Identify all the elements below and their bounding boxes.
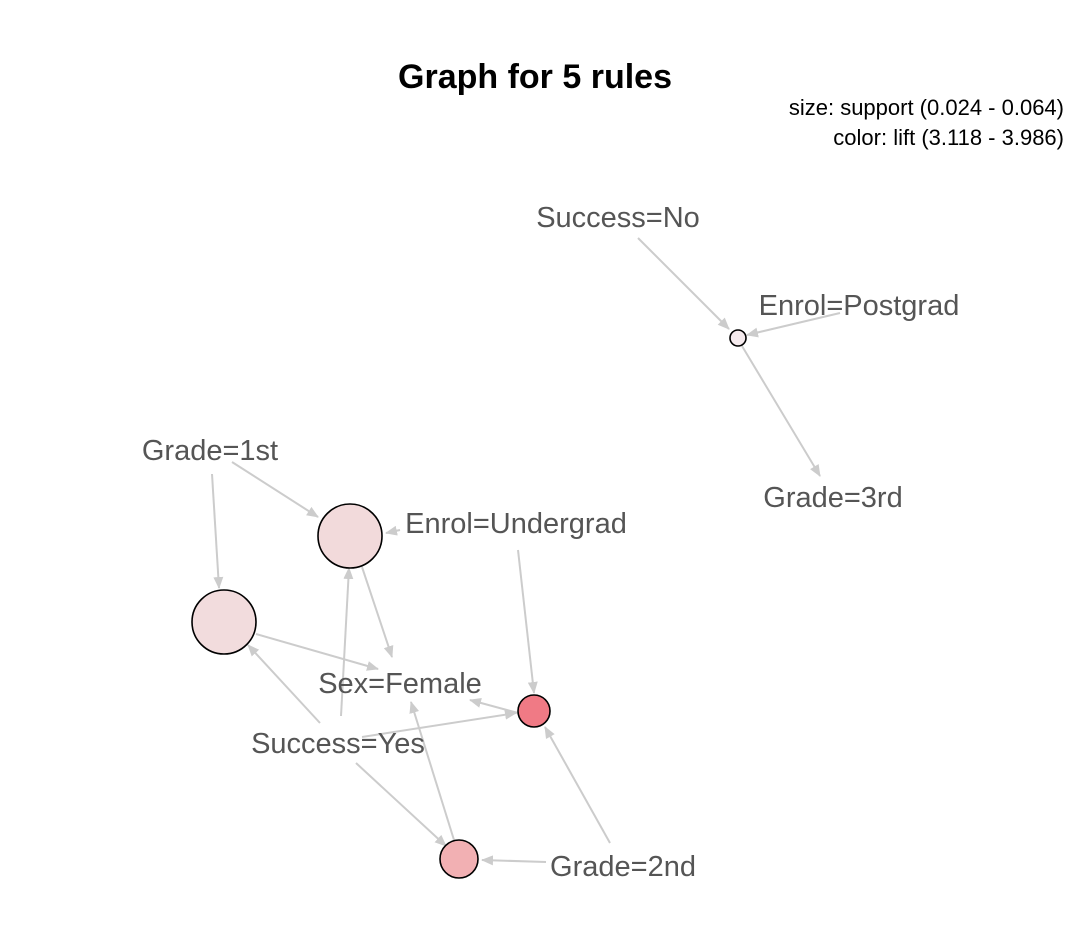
item-label-success-yes: Success=Yes [251, 728, 425, 760]
item-label-enrol-undergrad: Enrol=Undergrad [405, 508, 627, 540]
edges [211, 237, 841, 866]
edge-rule-4-to-sex-female [469, 698, 519, 714]
rule-node-2[interactable] [317, 503, 383, 569]
rule-nodes [191, 329, 747, 879]
edge-success-yes-to-rule-3 [247, 644, 321, 724]
edge-grade-1st-to-rule-2 [231, 461, 319, 518]
edge-grade-2nd-to-rule-5 [481, 855, 547, 866]
item-label-sex-female: Sex=Female [318, 668, 482, 700]
legend-size: size: support (0.024 - 0.064) [788, 95, 1064, 120]
item-label-success-no: Success=No [536, 202, 700, 234]
edge-rule-1-to-grade-3rd [741, 345, 821, 477]
edge-enrol-undergrad-to-rule-4 [517, 549, 538, 694]
edge-success-yes-to-rule-4 [361, 709, 517, 738]
edge-success-yes-to-rule-5 [355, 762, 447, 847]
rule-node-3[interactable] [191, 589, 257, 655]
item-label-grade-1st: Grade=1st [142, 435, 278, 467]
item-label-grade-3rd: Grade=3rd [763, 482, 902, 514]
edge-rule-5-to-sex-female [409, 701, 455, 841]
item-labels: Success=No Enrol=Postgrad Grade=1st Grad… [142, 202, 959, 883]
edge-success-no-to-rule-1 [637, 237, 730, 330]
edge-success-yes-to-rule-2 [340, 567, 354, 717]
edge-grade-1st-to-rule-3 [211, 473, 224, 589]
edge-enrol-postgrad-to-rule-1 [746, 312, 841, 338]
edge-grade-2nd-to-rule-4 [544, 726, 611, 844]
rule-node-4[interactable] [517, 694, 551, 728]
edge-rule-3-to-sex-female [255, 633, 379, 671]
graph-title: Graph for 5 rules [398, 58, 672, 96]
rule-node-1[interactable] [729, 329, 747, 347]
rule-node-5[interactable] [439, 839, 479, 879]
item-label-grade-2nd: Grade=2nd [550, 851, 696, 883]
legend-color: color: lift (3.118 - 3.986) [833, 125, 1064, 150]
item-label-enrol-postgrad: Enrol=Postgrad [759, 290, 960, 322]
edge-rule-2-to-sex-female [361, 566, 394, 658]
edge-enrol-undergrad-to-rule-2 [385, 525, 401, 536]
